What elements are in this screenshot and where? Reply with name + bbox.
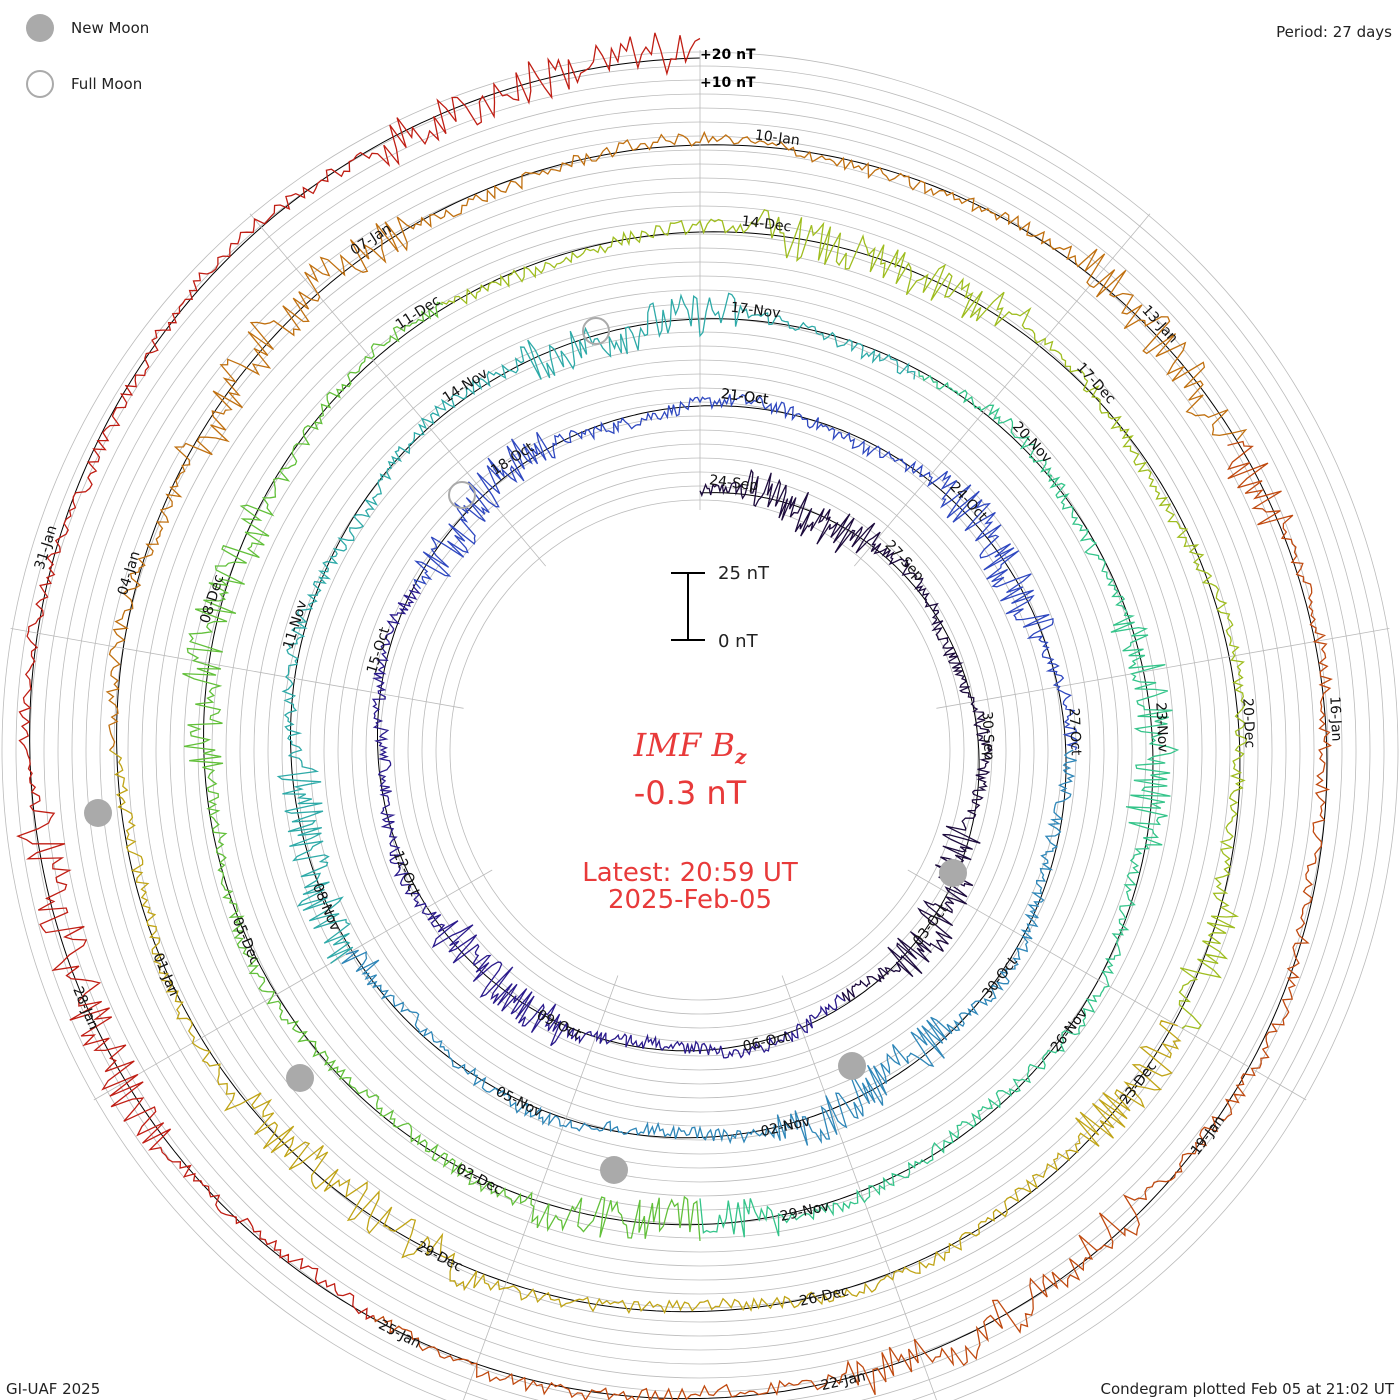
center-title-sub: z	[734, 744, 747, 769]
scale-top-label: 25 nT	[718, 563, 770, 584]
full-moon-marker	[448, 481, 476, 509]
legend-new-moon-label: New Moon	[71, 19, 150, 37]
date-label: 29-Dec	[414, 1239, 466, 1276]
date-label: 30-Sep	[979, 711, 997, 761]
bz-trace-segment	[699, 468, 993, 1003]
legend-new-moon: New Moon	[26, 14, 149, 42]
grid-spoke	[907, 869, 1307, 1101]
period-label: Period: 27 days	[1276, 23, 1392, 41]
center-latest: Latest: 20:59 UT	[582, 858, 798, 888]
date-label: 06-Oct	[741, 1029, 791, 1055]
date-label: 20-Dec	[1239, 698, 1257, 749]
date-label: 27-Sep	[882, 537, 927, 584]
date-label: 17-Nov	[730, 300, 782, 322]
date-label: 26-Dec	[798, 1283, 850, 1310]
ring-label-10: +10 nT	[700, 75, 756, 91]
center-title: IMF Bz	[0, 726, 1380, 768]
full-moon-icon	[26, 70, 54, 98]
bz-trace-segment	[16, 32, 701, 1320]
date-label: 25-Jan	[376, 1317, 424, 1352]
new-moon-icon	[26, 14, 54, 42]
bz-trace-segment	[413, 393, 1078, 751]
ring-label-20: +20 nT	[700, 47, 756, 63]
grid-spoke	[463, 975, 619, 1400]
new-moon-marker	[838, 1052, 866, 1080]
credit-label: GI-UAF 2025	[6, 1380, 101, 1398]
bz-trace-segment	[109, 749, 1182, 1315]
grid-spokes	[10, 50, 1390, 1400]
date-label: 09-Oct	[534, 1007, 584, 1043]
date-label: 21-Oct	[720, 386, 770, 408]
legend-full-moon: Full Moon	[26, 70, 142, 98]
date-label: 21-Oct	[720, 386, 770, 408]
date-label: 27-Oct	[1065, 708, 1083, 757]
bz-trace-segment	[699, 370, 1180, 1238]
date-label: 24-Oct	[946, 479, 990, 525]
date-label: 02-Dec	[453, 1161, 505, 1198]
date-label: 05-Dec	[229, 915, 263, 967]
bz-trace-segment	[105, 130, 1248, 751]
center-date: 2025-Feb-05	[607, 885, 773, 915]
date-label: 10-Jan	[754, 127, 801, 149]
date-label: 16-Jan	[1326, 696, 1344, 742]
grid-spoke	[10, 628, 464, 709]
grid-spoke	[853, 213, 1151, 567]
grid-spoke	[936, 628, 1390, 709]
new-moon-marker	[600, 1156, 628, 1184]
date-label: 14-Dec	[741, 213, 793, 235]
legend-full-moon-label: Full Moon	[71, 75, 143, 93]
center-title-main: IMF B	[633, 726, 735, 764]
center-value: -0.3 nT	[633, 774, 747, 812]
grid-spoke	[93, 869, 493, 1101]
date-label: 07-Jan	[348, 221, 395, 259]
bz-trace-segment	[441, 208, 1248, 1030]
bz-series	[16, 32, 1333, 1400]
new-moon-marker	[939, 859, 967, 887]
date-label: 01-Jan	[149, 951, 181, 999]
scale-bar	[671, 572, 705, 641]
date-label: 20-Nov	[1009, 419, 1055, 467]
date-label: 29-Nov	[779, 1198, 832, 1225]
date-label: 30-Oct	[979, 954, 1021, 1002]
bz-trace-segment	[182, 301, 701, 1241]
bz-trace-segment	[372, 440, 1333, 1400]
bz-trace-segment	[341, 749, 1077, 1146]
date-label: 26-Nov	[1048, 1006, 1091, 1056]
date-label: 24-Sep	[708, 472, 759, 494]
full-moon-marker	[582, 317, 610, 345]
moon-markers	[84, 317, 967, 1184]
zero-reference-spiral	[29, 57, 1328, 1400]
grid-spoke	[781, 975, 937, 1400]
grid-spoke	[249, 213, 547, 567]
date-label: 23-Nov	[1152, 702, 1170, 753]
new-moon-marker	[286, 1064, 314, 1092]
scale-bottom-label: 0 nT	[718, 631, 758, 652]
new-moon-marker	[84, 799, 112, 827]
plotted-label: Condegram plotted Feb 05 at 21:02 UT	[1100, 1380, 1394, 1398]
bz-trace-segment	[276, 292, 916, 964]
bz-trace-segment	[371, 584, 846, 1059]
